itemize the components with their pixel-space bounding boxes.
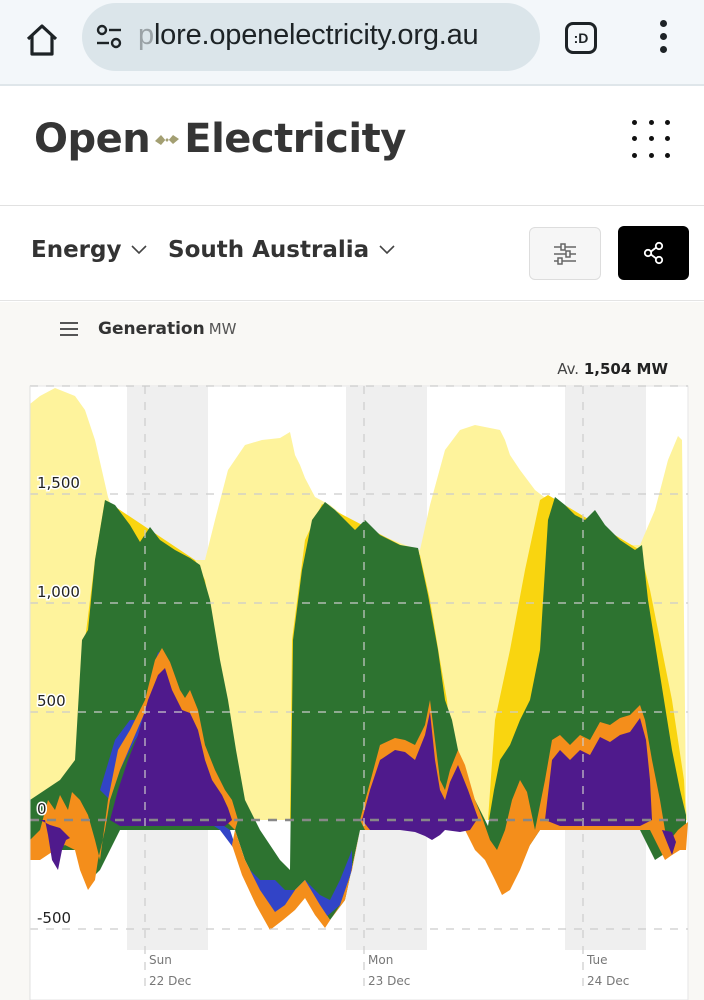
sliders-icon bbox=[554, 242, 576, 265]
metric-dropdown[interactable]: Energy bbox=[31, 237, 148, 263]
chevron-down-icon bbox=[131, 245, 148, 255]
filter-bar: Energy South Australia bbox=[0, 207, 704, 301]
hamburger-icon[interactable] bbox=[60, 322, 78, 336]
svg-text:24 Dec: 24 Dec bbox=[587, 974, 629, 988]
chart-title: Generation MW bbox=[98, 319, 237, 339]
share-button[interactable] bbox=[618, 226, 689, 280]
address-bar[interactable]: plore.openelectricity.org.au bbox=[82, 3, 540, 71]
svg-text:-500: -500 bbox=[37, 909, 71, 927]
svg-text:1,500: 1,500 bbox=[37, 474, 80, 492]
share-icon bbox=[643, 241, 663, 265]
extension-icon[interactable]: :D bbox=[565, 22, 597, 54]
url-text[interactable]: plore.openelectricity.org.au bbox=[138, 19, 479, 51]
chart-header: Generation MW bbox=[60, 319, 237, 339]
svg-text:500: 500 bbox=[37, 692, 66, 710]
logo-mark-icon bbox=[155, 135, 180, 145]
svg-text:0: 0 bbox=[37, 800, 47, 818]
x-axis-labels: Sun 22 Dec Mon 23 Dec Tue 24 Dec bbox=[149, 953, 629, 988]
tune-icon[interactable] bbox=[94, 23, 124, 51]
chart-settings-button[interactable] bbox=[529, 227, 601, 280]
region-dropdown[interactable]: South Australia bbox=[168, 237, 395, 263]
browser-toolbar: plore.openelectricity.org.au :D bbox=[0, 0, 704, 86]
chevron-down-icon bbox=[379, 245, 395, 255]
svg-text:1,000: 1,000 bbox=[37, 583, 80, 601]
svg-text:Tue: Tue bbox=[586, 953, 608, 967]
svg-text:23 Dec: 23 Dec bbox=[368, 974, 410, 988]
stacked-area-chart[interactable]: 1,500 1,000 500 0 -500 Sun 22 Dec Mon 23… bbox=[0, 302, 704, 1000]
home-icon[interactable] bbox=[22, 20, 62, 60]
logo[interactable]: Open Electricity bbox=[34, 116, 406, 162]
grid-dots-icon[interactable] bbox=[632, 120, 674, 162]
more-vert-icon[interactable] bbox=[652, 20, 674, 56]
site-header: Open Electricity bbox=[0, 88, 704, 206]
svg-text:Mon: Mon bbox=[368, 953, 393, 967]
generation-chart-panel: Generation MW Av. 1,504 MW bbox=[0, 302, 704, 1000]
svg-text:22 Dec: 22 Dec bbox=[149, 974, 191, 988]
average-value: Av. 1,504 MW bbox=[557, 360, 668, 378]
y-axis-labels: 1,500 1,000 500 0 -500 bbox=[36, 473, 82, 929]
svg-text:Sun: Sun bbox=[149, 953, 172, 967]
